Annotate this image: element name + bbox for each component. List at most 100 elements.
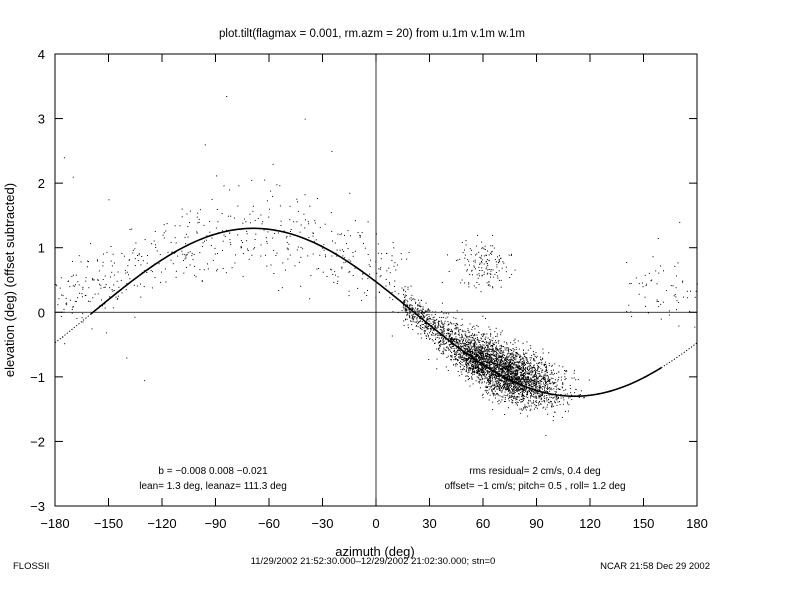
scatter-point	[544, 379, 546, 381]
scatter-point	[527, 403, 529, 405]
scatter-point	[487, 269, 489, 271]
scatter-point	[481, 354, 483, 356]
scatter-point	[420, 299, 422, 301]
scatter-point	[474, 367, 476, 368]
footer-time-range: 11/29/2002 21:52:30.000–12/29/2002 21:02…	[251, 556, 496, 567]
scatter-point	[441, 333, 443, 335]
scatter-point	[424, 329, 426, 331]
scatter-point	[523, 387, 525, 389]
scatter-point	[481, 348, 482, 350]
scatter-point	[289, 205, 291, 207]
scatter-point	[539, 396, 541, 398]
scatter-point	[494, 375, 496, 377]
scatter-point	[473, 360, 475, 362]
scatter-point	[525, 381, 527, 383]
scatter-point	[480, 361, 482, 363]
scatter-point	[478, 363, 480, 365]
scatter-point	[441, 281, 443, 283]
scatter-point	[433, 321, 435, 323]
scatter-point	[443, 347, 445, 349]
scatter-point	[414, 321, 416, 323]
scatter-point	[455, 358, 457, 360]
scatter-point	[515, 403, 517, 405]
scatter-point	[511, 354, 513, 356]
scatter-point	[500, 257, 502, 259]
scatter-point	[463, 330, 465, 332]
scatter-point	[105, 332, 107, 334]
scatter-point	[508, 347, 510, 349]
scatter-point	[402, 306, 404, 308]
scatter-point	[546, 390, 547, 392]
scatter-point	[485, 377, 487, 379]
x-tick-label: −60	[258, 516, 280, 531]
scatter-point	[469, 273, 471, 275]
scatter-point	[485, 374, 487, 376]
scatter-point	[129, 278, 131, 280]
scatter-point	[366, 295, 368, 296]
scatter-point	[482, 363, 484, 365]
scatter-point	[508, 377, 510, 379]
scatter-point	[462, 252, 464, 254]
scatter-point	[421, 321, 423, 323]
scatter-point	[526, 379, 528, 381]
scatter-point	[459, 341, 461, 343]
scatter-point	[503, 383, 505, 385]
scatter-point	[451, 346, 453, 347]
scatter-point	[63, 308, 65, 310]
scatter-point	[552, 378, 554, 379]
scatter-point	[494, 384, 496, 386]
scatter-point	[543, 400, 545, 402]
scatter-point	[486, 352, 488, 354]
scatter-point	[268, 216, 270, 218]
scatter-point	[524, 352, 526, 354]
scatter-point	[542, 388, 543, 390]
scatter-point	[322, 271, 324, 273]
scatter-point	[506, 359, 508, 361]
scatter-point	[493, 369, 495, 371]
scatter-point	[521, 409, 523, 411]
scatter-point	[481, 382, 483, 384]
scatter-point	[508, 385, 510, 387]
scatter-point	[488, 392, 490, 394]
scatter-point	[497, 383, 499, 385]
scatter-point	[543, 386, 545, 388]
scatter-point	[461, 352, 463, 354]
scatter-point	[522, 396, 524, 398]
scatter-point	[489, 343, 491, 345]
scatter-point	[542, 352, 544, 354]
scatter-point	[422, 314, 424, 316]
scatter-point	[509, 384, 511, 386]
scatter-point	[478, 266, 480, 268]
scatter-point	[533, 376, 535, 378]
scatter-point	[506, 383, 508, 385]
scatter-point	[546, 370, 548, 372]
scatter-point	[533, 380, 534, 382]
scatter-point	[508, 373, 509, 375]
scatter-point	[489, 383, 491, 385]
scatter-point	[468, 342, 470, 344]
scatter-point	[458, 349, 460, 351]
scatter-point	[496, 355, 498, 357]
scatter-point	[461, 279, 463, 281]
scatter-point	[515, 386, 517, 388]
scatter-point	[359, 234, 361, 236]
scatter-point	[492, 401, 494, 403]
scatter-point	[499, 383, 501, 385]
scatter-point	[517, 367, 519, 369]
scatter-point	[472, 326, 473, 328]
scatter-point	[657, 238, 659, 239]
scatter-point	[140, 264, 142, 266]
scatter-point	[468, 343, 470, 345]
scatter-point	[476, 339, 478, 341]
scatter-point	[68, 280, 70, 282]
scatter-point	[532, 370, 534, 372]
scatter-point	[469, 248, 471, 250]
scatter-point	[523, 354, 525, 356]
scatter-point	[514, 387, 516, 389]
scatter-point	[490, 269, 492, 270]
scatter-point	[126, 271, 128, 273]
scatter-point	[488, 372, 490, 374]
scatter-point	[515, 361, 517, 363]
scatter-point	[451, 331, 453, 333]
scatter-point	[507, 371, 509, 373]
